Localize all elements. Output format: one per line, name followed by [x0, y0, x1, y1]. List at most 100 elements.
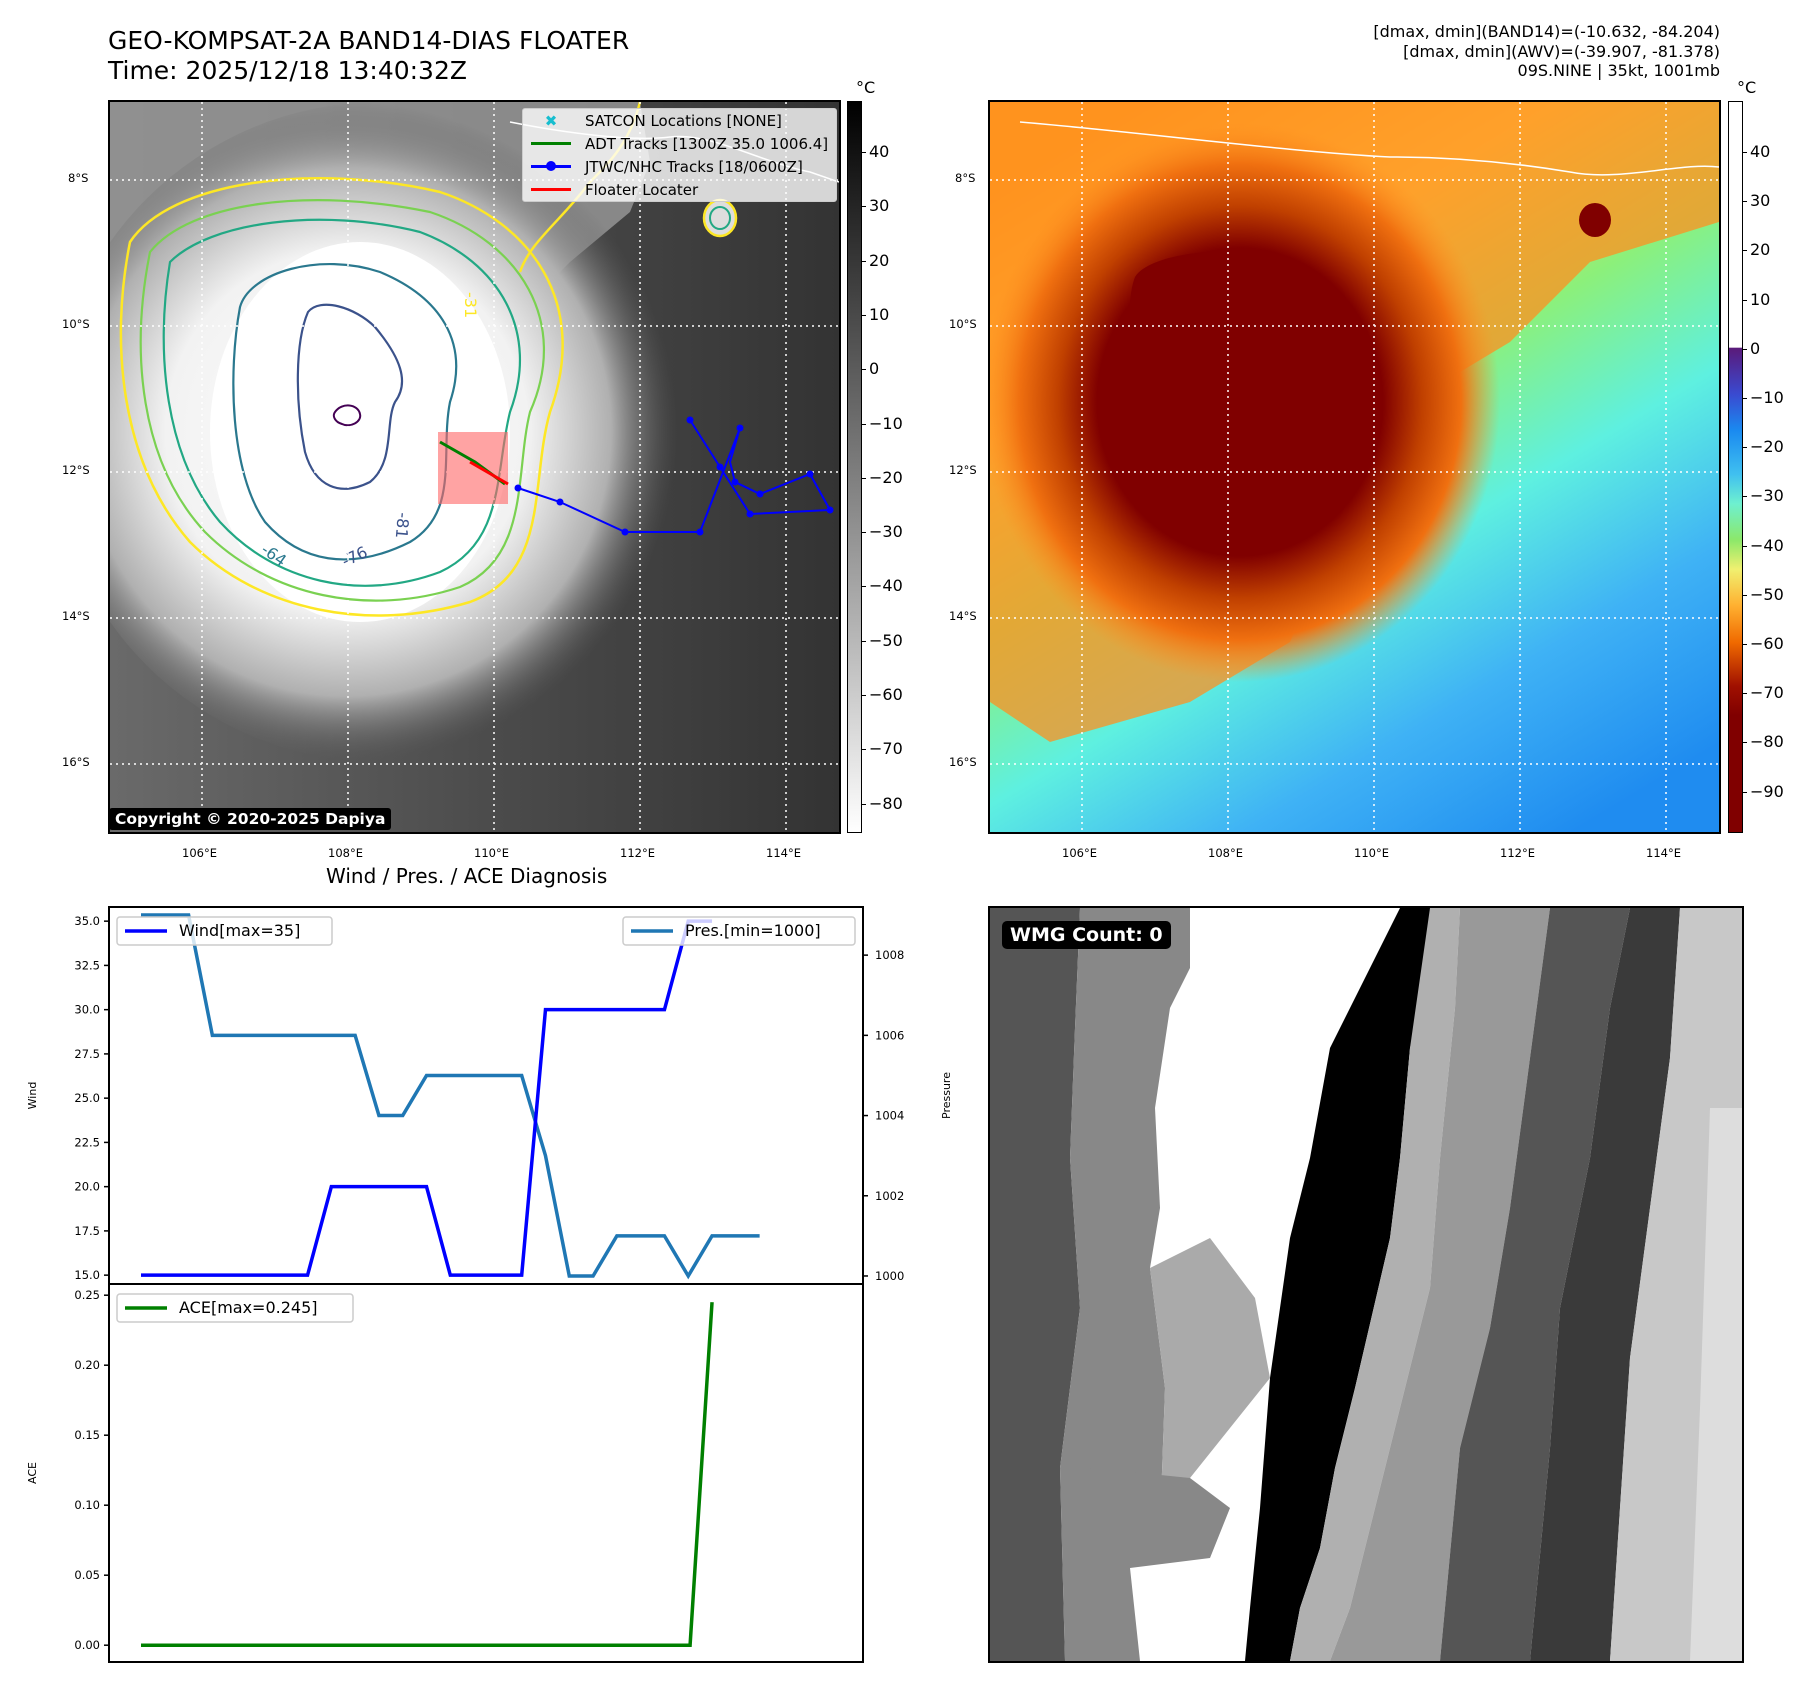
colorbar-tick-mark — [861, 803, 866, 805]
contour-label: -31 — [461, 292, 480, 318]
colorbar-tick: 30 — [1750, 191, 1771, 211]
colorbar-tick-mark — [1742, 398, 1747, 399]
pressure-axis-label: Pressure — [940, 1072, 953, 1119]
colorbar-tick: −70 — [869, 739, 903, 759]
legend-item-floater: Floater Locater — [523, 178, 836, 201]
lat-tick: 8°S — [955, 171, 976, 185]
wind-y-tick-label: 20.0 — [74, 1180, 100, 1194]
island-cold-spot — [1579, 203, 1611, 237]
ace-y-tick-label: 0.20 — [74, 1358, 100, 1372]
colorbar-tick: 20 — [869, 250, 890, 270]
ace-y-tick-label: 0.25 — [74, 1288, 100, 1302]
map-legend: ✖ SATCON Locations [NONE] ADT Tracks [130… — [522, 108, 838, 202]
wind-axis-label: Wind — [26, 1082, 39, 1110]
contour-lightgreen — [139, 199, 546, 602]
colorbar-tick-mark — [1742, 693, 1747, 695]
colorbar-tick-mark — [861, 695, 866, 696]
colorbar-tick: 30 — [869, 196, 890, 216]
colorbar-tick-mark — [1742, 742, 1747, 744]
colorbar-tick-mark — [1742, 250, 1747, 252]
wind-y-tick-label: 27.5 — [74, 1047, 100, 1061]
colorbar-tick: −30 — [869, 522, 903, 542]
wind-y-tick-label: 32.5 — [74, 958, 100, 972]
lat-tick: 14°S — [949, 609, 977, 623]
title-line-1: GEO-KOMPSAT-2A BAND14-DIAS FLOATER — [108, 26, 630, 55]
colorbar-tick-mark — [1742, 447, 1747, 449]
contour-label: -81 — [392, 512, 413, 540]
colorbar-tick: −30 — [1750, 486, 1784, 506]
wind-y-tick-label: 35.0 — [74, 914, 100, 928]
colorbar-tick: −80 — [869, 793, 903, 813]
map-gridlines — [990, 102, 1719, 832]
wmg-black-band — [1245, 908, 1430, 1661]
line-icon — [531, 188, 571, 191]
colorbar-unit: °C — [856, 78, 876, 97]
awv-map-panel — [988, 100, 1721, 834]
awv-map-image — [990, 102, 1719, 832]
lon-tick: 114°E — [1646, 846, 1681, 860]
colorbar-tick: −20 — [1750, 437, 1784, 457]
lat-tick: 12°S — [949, 463, 977, 477]
lon-tick: 114°E — [766, 846, 801, 860]
colorbar-tick: −90 — [1750, 781, 1784, 801]
ace-y-tick-label: 0.05 — [74, 1568, 100, 1582]
wind-legend-label: Wind[max=35] — [179, 921, 300, 940]
lat-tick: 10°S — [62, 317, 90, 331]
colorbar-tick: −20 — [869, 467, 903, 487]
lat-tick: 16°S — [949, 755, 977, 769]
colorbar-tick: 10 — [1750, 289, 1771, 309]
colorbar-tick-mark — [1742, 644, 1747, 645]
colorbar-tick-mark — [861, 260, 866, 262]
lon-tick: 110°E — [1354, 846, 1389, 860]
colorbar-tick-mark — [1742, 299, 1747, 301]
colorbar-tick-mark — [1742, 348, 1747, 350]
colorbar-tick: −60 — [869, 685, 903, 704]
colorbar-tick: 40 — [869, 142, 890, 161]
colorbar-tick-mark — [861, 206, 866, 208]
line-icon — [531, 142, 571, 145]
colorbar-tick-mark — [861, 369, 866, 371]
ace-series-line — [141, 1302, 714, 1647]
colorbar-tick-mark — [861, 477, 866, 479]
legend-item-satcon: ✖ SATCON Locations [NONE] — [523, 109, 836, 132]
colorbar-tick: −80 — [1750, 732, 1784, 752]
lon-tick: 108°E — [328, 846, 363, 860]
wind-y-tick-label: 17.5 — [74, 1224, 100, 1238]
lon-tick: 108°E — [1208, 846, 1243, 860]
colorbar-tick-mark — [861, 152, 866, 153]
lon-tick: 112°E — [1500, 846, 1535, 860]
pressure-y-tick-label: 1006 — [875, 1028, 904, 1042]
colorbar-tick: −10 — [869, 413, 903, 433]
title-time: Time: 2025/12/18 13:40:32Z — [108, 56, 467, 85]
wind-y-tick-label: 25.0 — [74, 1091, 100, 1105]
contour-purple — [332, 404, 362, 427]
lat-tick: 14°S — [62, 609, 90, 623]
wind-pressure-axes-frame — [108, 906, 864, 1285]
colorbar-tick-mark — [1742, 545, 1747, 547]
lat-tick: 16°S — [62, 755, 90, 769]
pressure-y-tick-label: 1002 — [875, 1189, 904, 1203]
colorbar-tick-mark — [1742, 201, 1747, 203]
right-colorbar — [1728, 101, 1743, 833]
colorbar-tick: −70 — [1750, 683, 1784, 703]
colorbar-tick-mark — [1742, 496, 1747, 498]
colorbar-tick: 10 — [869, 304, 890, 324]
pressure-y-tick-label: 1000 — [875, 1269, 904, 1283]
colorbar-tick: 20 — [1750, 240, 1771, 260]
ace-y-tick-label: 0.00 — [74, 1638, 100, 1652]
pressure-legend-box — [622, 916, 856, 946]
lon-tick: 112°E — [620, 846, 655, 860]
island-convection — [702, 198, 738, 238]
lon-tick: 110°E — [474, 846, 509, 860]
colorbar-tick-mark — [1742, 152, 1747, 153]
colorbar-tick: 40 — [1750, 142, 1771, 161]
figure-title: GEO-KOMPSAT-2A BAND14-DIAS FLOATER Time: … — [108, 26, 629, 86]
colorbar-tick: −40 — [1750, 535, 1784, 555]
contour-yellow — [119, 176, 564, 617]
ace-y-tick-label: 0.15 — [74, 1428, 100, 1442]
ir-map-panel: -64 -76 -81 -31 ✖ SATCON Locations [NONE]… — [108, 100, 841, 834]
ace-axis-label: ACE — [26, 1462, 39, 1484]
wmg-image — [990, 908, 1742, 1661]
colorbar-tick: 0 — [1750, 338, 1761, 358]
floater-box — [438, 432, 508, 504]
